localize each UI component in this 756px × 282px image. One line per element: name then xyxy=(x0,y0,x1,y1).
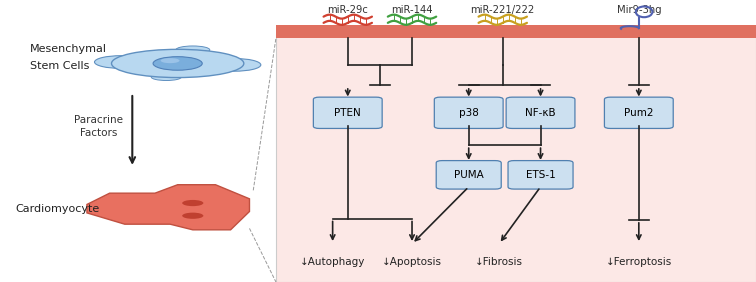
Bar xyxy=(276,25,756,38)
Text: Pum2: Pum2 xyxy=(624,108,654,118)
Text: Stem Cells: Stem Cells xyxy=(30,61,90,71)
Text: Cardiomyocyte: Cardiomyocyte xyxy=(15,204,99,214)
Bar xyxy=(276,34,756,282)
Ellipse shape xyxy=(182,200,203,206)
Text: PUMA: PUMA xyxy=(454,170,484,180)
Ellipse shape xyxy=(151,74,181,81)
Text: Factors: Factors xyxy=(79,127,117,138)
FancyBboxPatch shape xyxy=(605,97,673,129)
Text: Paracrine: Paracrine xyxy=(74,115,122,125)
FancyBboxPatch shape xyxy=(314,97,383,129)
Ellipse shape xyxy=(175,46,209,54)
Text: miR-29c: miR-29c xyxy=(327,5,368,15)
Ellipse shape xyxy=(112,49,243,78)
Text: Mesenchymal: Mesenchymal xyxy=(30,44,107,54)
FancyBboxPatch shape xyxy=(508,161,573,189)
Ellipse shape xyxy=(94,56,147,68)
Text: PTEN: PTEN xyxy=(334,108,361,118)
Text: Mir9-3hg: Mir9-3hg xyxy=(616,5,662,15)
Text: ETS-1: ETS-1 xyxy=(525,170,556,180)
Text: p38: p38 xyxy=(459,108,479,118)
Text: ↓Fibrosis: ↓Fibrosis xyxy=(475,257,523,267)
Polygon shape xyxy=(87,185,249,230)
Text: miR-221/222: miR-221/222 xyxy=(471,5,534,15)
Text: miR-144: miR-144 xyxy=(392,5,432,15)
Text: ↓Autophagy: ↓Autophagy xyxy=(300,257,365,267)
Text: NF-κB: NF-κB xyxy=(525,108,556,118)
Ellipse shape xyxy=(182,213,203,219)
FancyBboxPatch shape xyxy=(507,97,575,129)
Ellipse shape xyxy=(153,57,203,70)
Text: ↓Ferroptosis: ↓Ferroptosis xyxy=(606,257,672,267)
Text: ↓Apoptosis: ↓Apoptosis xyxy=(382,257,442,267)
Ellipse shape xyxy=(160,58,179,63)
FancyBboxPatch shape xyxy=(434,97,503,129)
Ellipse shape xyxy=(208,59,261,71)
FancyBboxPatch shape xyxy=(436,161,501,189)
